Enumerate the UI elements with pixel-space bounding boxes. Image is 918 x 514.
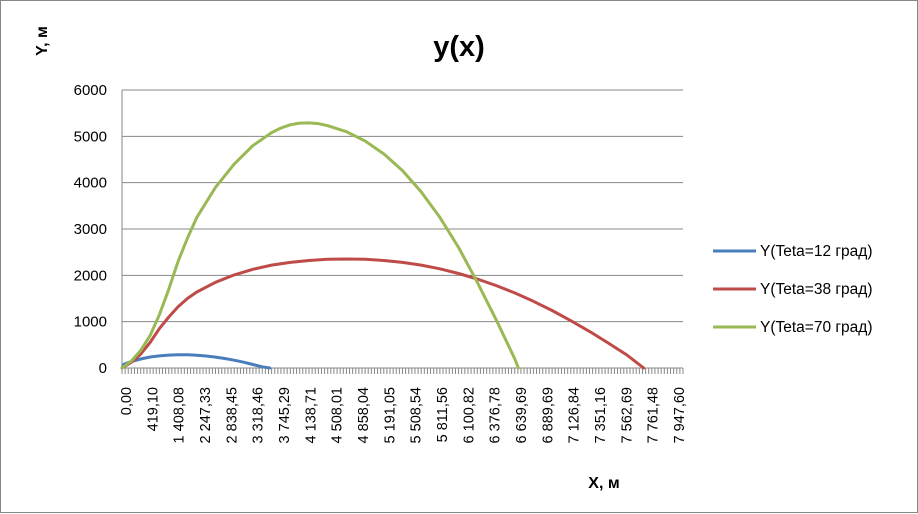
x-tick-label: 4 508,01: [330, 387, 346, 443]
x-tick-label: 6 100,82: [461, 387, 477, 443]
y-tick-label: 4000: [74, 175, 107, 192]
gridlines: [121, 89, 683, 368]
x-tick-label: 6 639,69: [514, 387, 530, 443]
x-tick-label: 5 191,05: [382, 387, 398, 443]
x-tick-label: 7 562,69: [619, 387, 635, 443]
x-tick-label: 7 947,60: [672, 387, 688, 443]
x-tick-label: 3 745,29: [277, 387, 293, 443]
y-tick-label: 5000: [74, 128, 107, 145]
y-tick-label: 2000: [74, 267, 107, 284]
x-tick-label: 7 126,84: [567, 387, 583, 443]
x-tick-label: 0,00: [119, 387, 135, 415]
x-tick-label: 4 858,04: [356, 387, 372, 443]
series-line: [120, 121, 520, 370]
y-tick-label: 1000: [74, 314, 107, 331]
series-line: [120, 257, 646, 370]
x-axis: [121, 367, 684, 374]
y-axis-tick-labels: 0 1000 2000 3000 4000 5000 6000: [74, 82, 107, 377]
legend-label: Y(Teta=70 град): [760, 319, 873, 336]
legend-label: Y(Teta=38 град): [760, 281, 873, 298]
x-tick-label: 6 889,69: [540, 387, 556, 443]
series-lines: [120, 121, 646, 370]
series-line: [120, 353, 272, 370]
x-tick-label: 2 838,45: [224, 387, 240, 443]
x-tick-label: 7 761,48: [646, 387, 662, 443]
y-axis-label: Y, м: [34, 26, 51, 56]
y-tick-label: 6000: [74, 82, 107, 99]
x-tick-label: 5 508,54: [409, 387, 425, 443]
x-tick-label: 6 376,78: [488, 387, 504, 443]
x-tick-label: 7 351,16: [593, 387, 609, 443]
x-tick-label: 419,10: [145, 387, 161, 431]
x-tick-label: 3 318,46: [251, 387, 267, 443]
legend: Y(Teta=12 град) Y(Teta=38 град) Y(Teta=70 …: [713, 243, 873, 336]
x-tick-label: 2 247,33: [198, 387, 214, 443]
y-tick-label: 3000: [74, 221, 107, 238]
x-axis-tick-labels: 0,00 419,10 1 408,08 2 247,33 2 838,45 3 318,…: [119, 387, 688, 443]
chart-title: y(x): [433, 31, 485, 63]
x-tick-label: 4 138,71: [303, 387, 319, 443]
x-tick-label: 5 811,56: [435, 387, 451, 442]
x-axis-label: X, м: [588, 475, 619, 492]
legend-label: Y(Teta=12 град): [760, 243, 873, 260]
y-tick-label: 0: [99, 360, 107, 377]
x-tick-label: 1 408,08: [172, 387, 188, 443]
